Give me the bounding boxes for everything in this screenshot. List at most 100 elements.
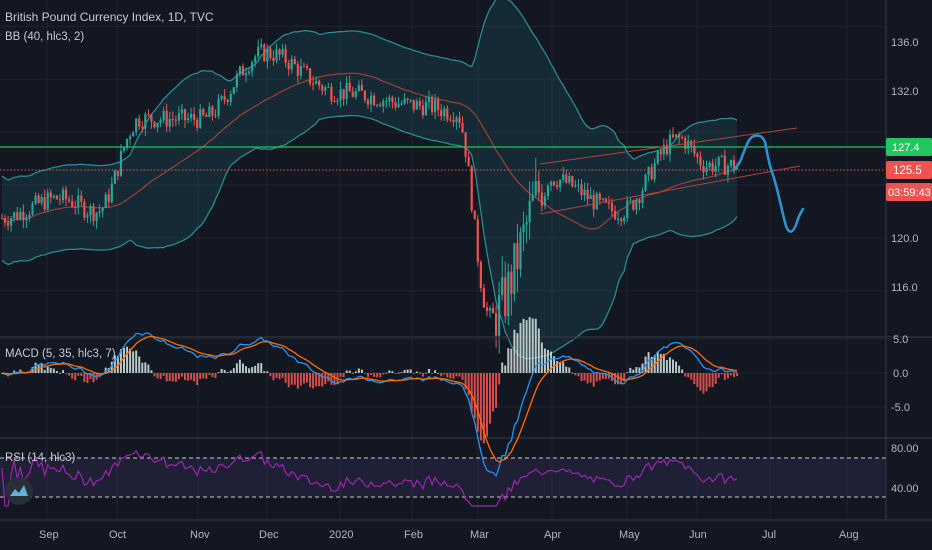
green-level-badge: 127.4 (886, 138, 932, 156)
macd-histogram-bar (309, 373, 312, 388)
candle (430, 94, 434, 116)
time-axis-label: 2020 (329, 529, 353, 541)
macd-histogram-bar (31, 367, 34, 373)
candle (43, 189, 46, 212)
candlestick-series[interactable] (0, 38, 739, 354)
bb-legend[interactable]: BB (40, hlc3, 2) (5, 31, 84, 43)
candle (129, 134, 132, 146)
candle (586, 182, 589, 205)
macd-histogram-bar (726, 373, 729, 379)
candle (342, 89, 345, 106)
macd-histogram-bar (58, 372, 61, 374)
candle (394, 97, 397, 111)
candle (382, 98, 385, 113)
macd-histogram-bar (299, 373, 302, 386)
candle (580, 179, 583, 200)
candle (632, 199, 635, 212)
channel-lower-trendline[interactable] (539, 165, 801, 215)
macd-histogram-bar (238, 359, 241, 373)
macd-histogram-bar (123, 347, 125, 373)
price-pane[interactable] (0, 0, 886, 360)
macd-histogram-bar (711, 373, 714, 388)
macd-histogram-bar (110, 361, 113, 373)
macd-histogram-bar (461, 373, 464, 380)
candle (546, 183, 550, 201)
candle (549, 180, 553, 191)
candle (583, 182, 586, 202)
time-axis[interactable]: Sep Oct Nov Dec 2020 Feb Mar Apr May Jun Jul Aug (39, 529, 859, 541)
rsi-line (1, 449, 738, 507)
candle (504, 261, 507, 324)
candle (385, 96, 388, 109)
macd-histogram-bar (702, 373, 705, 394)
candle (7, 215, 10, 231)
forecast-path[interactable] (731, 134, 805, 233)
candle (52, 194, 55, 200)
macd-line (1, 332, 737, 478)
tradingview-logo[interactable] (5, 477, 33, 505)
candle (168, 111, 171, 132)
macd-histogram-bar (714, 373, 717, 384)
macd-histogram-bar (717, 373, 720, 378)
candle (138, 114, 141, 131)
macd-histogram-bar (647, 352, 650, 373)
candle (418, 97, 421, 111)
candle (278, 48, 281, 61)
candle (366, 98, 370, 109)
rsi-legend[interactable]: RSI (14, hlc3) (5, 452, 75, 464)
macd-pane[interactable] (0, 317, 886, 478)
candle (711, 158, 714, 175)
macd-histogram-bar (266, 371, 269, 373)
candle (604, 197, 607, 204)
macd-histogram-bar (376, 373, 379, 378)
candle (449, 115, 452, 122)
macd-histogram-bar (617, 373, 620, 385)
candle (424, 95, 428, 116)
candle (491, 302, 495, 314)
time-axis-label: May (619, 529, 640, 541)
candle (281, 44, 284, 58)
candle (312, 75, 315, 91)
macd-histogram-bar (690, 373, 693, 380)
candle (348, 75, 351, 92)
macd-histogram-bar (199, 373, 202, 380)
candle (37, 193, 40, 205)
candle (16, 206, 19, 221)
candle (452, 112, 455, 128)
symbol-title[interactable]: British Pound Currency Index, 1D, TVC (5, 10, 214, 24)
macd-histogram-bar (241, 363, 244, 373)
macd-scale[interactable]: 5.0 0.0 -5.0 (891, 334, 910, 414)
candle (235, 70, 238, 92)
macd-histogram-bar (638, 367, 641, 373)
candle (339, 81, 342, 108)
candle (107, 188, 110, 208)
macd-histogram-bar (144, 362, 147, 373)
candle (507, 263, 510, 326)
macd-histogram-bar (177, 373, 180, 380)
macd-histogram-bar (696, 373, 699, 387)
candle (287, 59, 290, 76)
rsi-scale[interactable]: 80.00 40.00 (891, 443, 919, 495)
macd-histogram-bar (693, 373, 696, 385)
channel-upper-trendline[interactable] (539, 127, 798, 165)
macd-histogram-bar (589, 373, 592, 383)
time-axis-label: Jun (689, 529, 707, 541)
macd-histogram-bar (522, 318, 525, 373)
candle (318, 79, 321, 90)
candle (528, 181, 531, 240)
candle (144, 111, 147, 137)
rsi-pane[interactable] (0, 449, 886, 507)
macd-histogram-bar (83, 373, 86, 382)
candle (260, 38, 263, 51)
macd-histogram-bar (412, 373, 415, 374)
macd-histogram-bar (184, 373, 186, 381)
candle (440, 103, 443, 121)
macd-histogram-bar (147, 364, 150, 373)
candle (174, 115, 177, 127)
macd-legend[interactable]: MACD (5, 35, hlc3, 7) (5, 348, 116, 360)
candle (400, 100, 403, 106)
macd-histogram-bar (363, 373, 366, 374)
macd-histogram-bar (379, 373, 382, 378)
price-scale[interactable]: 136.0 132.0 120.0 116.0 (891, 37, 919, 294)
countdown-badge-text: 03:59:43 (888, 187, 931, 199)
